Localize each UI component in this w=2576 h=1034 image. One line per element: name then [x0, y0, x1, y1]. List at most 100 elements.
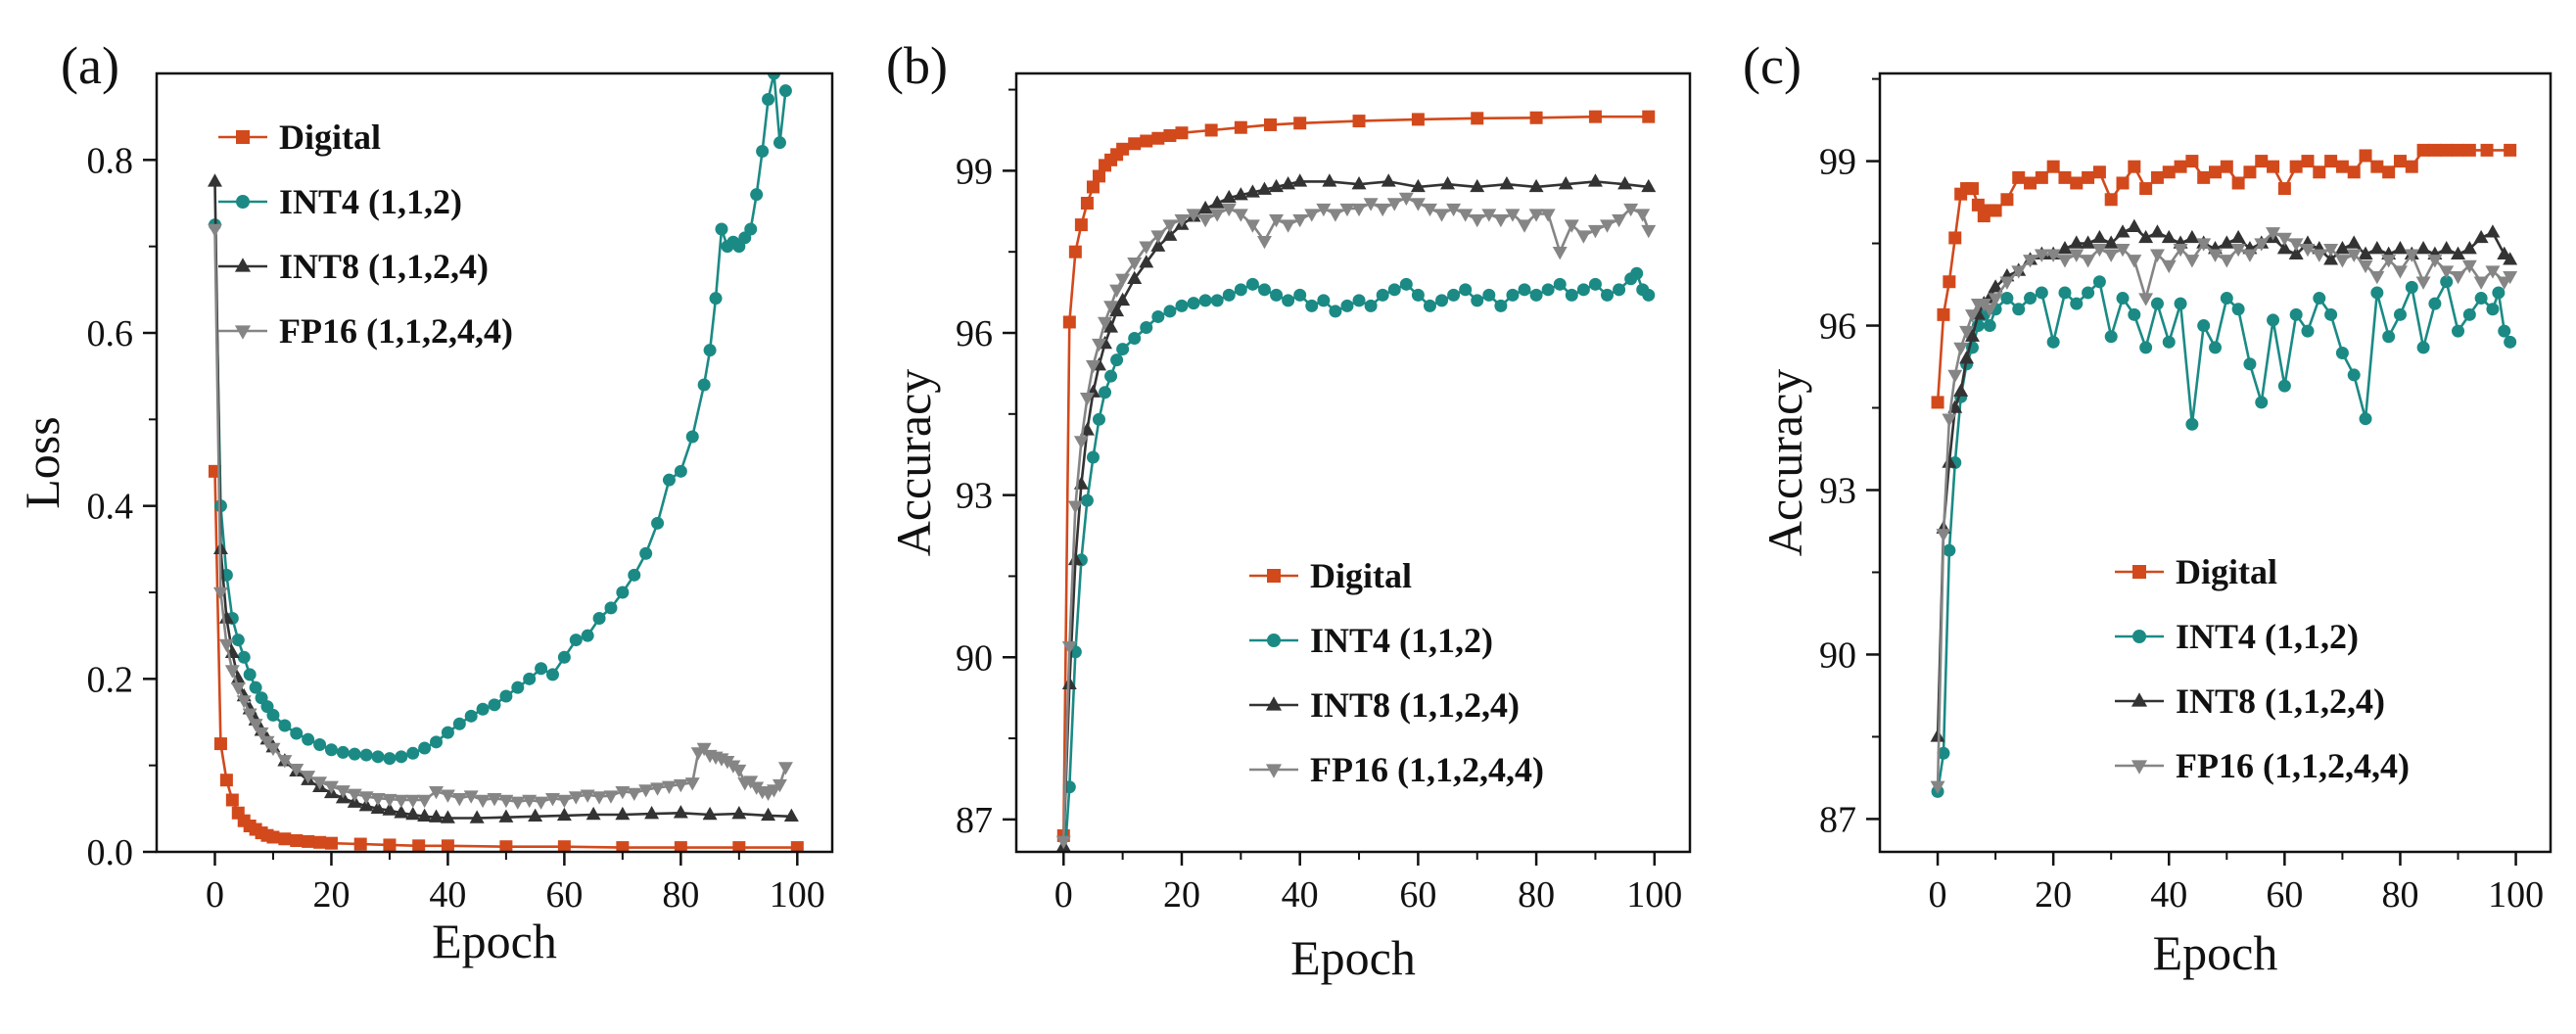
chart-2-point-int4-1-1-2-30 — [2220, 292, 2233, 306]
chart-2-point-fp16-1-1-2-4-4-34 — [2266, 227, 2281, 241]
chart-0-point-int8-1-1-2-4-22 — [405, 806, 421, 821]
chart-1-series-int4-1-1-2 — [1062, 266, 1656, 852]
chart-2-point-digital-29 — [2209, 165, 2222, 179]
chart-1-point-fp16-1-1-2-4-4-14 — [1162, 219, 1178, 233]
chart-0-point-fp16-1-1-2-4-4-48 — [696, 742, 712, 757]
chart-2-point-digital-39 — [2324, 155, 2338, 168]
chart-2-point-digital-11 — [2000, 193, 2014, 207]
chart-0-point-int8-1-1-2-4-20 — [382, 802, 398, 816]
chart-0-point-digital-13 — [302, 834, 315, 848]
chart-2-point-int8-1-1-2-4-40 — [2334, 241, 2350, 255]
chart-0-point-int8-1-1-2-4-25 — [440, 810, 455, 823]
chart-2-series-int4-1-1-2 — [1931, 275, 2517, 798]
chart-1-legend-label-int8-1-1-2-4: INT8 (1,1,2,4) — [1310, 685, 1520, 725]
chart-0-point-int4-1-1-2-34 — [545, 668, 559, 682]
chart-2-point-fp16-1-1-2-4-4-2 — [1942, 413, 1957, 427]
chart-2-legend: Digital INT4 (1,1,2) INT8 (1,1,2,4) FP16 (1… — [2115, 552, 2410, 785]
chart-2-point-digital-34 — [2267, 160, 2280, 173]
chart-1-point-int8-1-1-2-4-31 — [1470, 178, 1485, 193]
chart-1-point-digital-18 — [1264, 118, 1278, 131]
chart-1-point-fp16-1-1-2-4-4-37 — [1434, 209, 1450, 222]
chart-2-point-int8-1-1-2-4-30 — [2219, 235, 2234, 249]
chart-2-point-fp16-1-1-2-4-4-10 — [1988, 293, 2003, 306]
chart-2-point-digital-7 — [1971, 198, 1985, 212]
chart-0-point-fp16-1-1-2-4-4-36 — [568, 791, 584, 805]
chart-1-point-digital-2 — [1068, 245, 1082, 258]
chart-1-x-tick-label-2: 40 — [1282, 874, 1319, 916]
chart-0-panel-label: (a) — [61, 36, 119, 95]
chart-2-point-fp16-1-1-2-4-4-38 — [2312, 249, 2327, 262]
chart-2-point-int4-1-1-2-34 — [2267, 313, 2280, 327]
chart-2-point-digital-47 — [2416, 143, 2430, 157]
chart-1-point-digital-24 — [1588, 110, 1602, 123]
chart-0-x-tick-label-5: 100 — [770, 874, 825, 916]
chart-1-point-int8-1-1-2-4-8 — [1103, 319, 1119, 333]
chart-0-legend-marker-int4-1-1-2 — [236, 195, 250, 209]
chart-2-point-digital-1 — [1937, 307, 1950, 321]
chart-1-point-digital-3 — [1074, 218, 1088, 232]
chart-2-point-fp16-1-1-2-4-4-30 — [2219, 255, 2234, 268]
chart-1-point-int4-1-1-2-13 — [1151, 309, 1165, 323]
chart-2-point-int4-1-1-2-55 — [2498, 324, 2511, 338]
chart-2-point-fp16-1-1-2-4-4-40 — [2334, 255, 2350, 268]
chart-2-point-digital-41 — [2347, 165, 2361, 179]
chart-1-point-fp16-1-1-2-4-4-2 — [1067, 500, 1083, 514]
chart-2-point-int4-1-1-2-12 — [2012, 303, 2026, 316]
chart-1-point-digital-14 — [1163, 128, 1177, 142]
chart-1-point-fp16-1-1-2-4-4-0 — [1055, 835, 1071, 850]
chart-2-legend-marker-digital — [2132, 565, 2146, 579]
chart-1-point-digital-21 — [1411, 113, 1425, 126]
chart-1-point-int8-1-1-2-4-32 — [1499, 176, 1515, 190]
chart-2-point-int4-1-1-2-52 — [2474, 292, 2488, 306]
chart-2-y-tick-label-3: 96 — [1819, 306, 1856, 348]
chart-1-point-int4-1-1-2-42 — [1494, 299, 1508, 312]
chart-2-point-int4-1-1-2-54 — [2492, 286, 2506, 300]
chart-2-y-tick-label-1: 90 — [1819, 634, 1856, 676]
chart-0-point-int4-1-1-2-20 — [383, 752, 397, 766]
chart-2-point-digital-51 — [2462, 143, 2476, 157]
chart-1-x-tick-label-5: 100 — [1626, 874, 1682, 916]
chart-2-point-fp16-1-1-2-4-4-3 — [1947, 369, 1963, 384]
chart-2-point-int4-1-1-2-14 — [2035, 286, 2048, 300]
chart-2-point-fp16-1-1-2-4-4-27 — [2184, 255, 2200, 268]
chart-1-line-fp16-1-1-2-4-4 — [1062, 196, 1651, 842]
chart-2-point-int4-1-1-2-44 — [2382, 330, 2396, 344]
chart-1-point-int4-1-1-2-4 — [1080, 494, 1094, 507]
chart-1-point-fp16-1-1-2-4-4-15 — [1174, 213, 1190, 228]
chart-2-point-digital-28 — [2197, 170, 2211, 184]
chart-0-point-fp16-1-1-2-4-4-16 — [335, 785, 351, 799]
chart-2-panel-label: (c) — [1743, 36, 1802, 95]
chart-1-point-int8-1-1-2-4-34 — [1558, 176, 1573, 190]
chart-2-point-digital-52 — [2480, 143, 2494, 157]
chart-1-point-fp16-1-1-2-4-4-29 — [1339, 203, 1355, 217]
chart-0-point-int8-1-1-2-4-37 — [783, 808, 799, 822]
chart-0-x-tick-label-3: 60 — [545, 874, 583, 916]
chart-0-point-fp16-1-1-2-4-4-33 — [534, 796, 549, 810]
chart-0-point-fp16-1-1-2-4-4-14 — [312, 776, 328, 790]
chart-1-point-int4-1-1-2-26 — [1305, 299, 1319, 312]
chart-1-point-int4-1-1-2-32 — [1376, 288, 1389, 302]
chart-1-point-fp16-1-1-2-4-4-50 — [1587, 224, 1603, 239]
chart-1-point-int4-1-1-2-37 — [1435, 294, 1449, 307]
chart-2-point-int8-1-1-2-4-49 — [2439, 241, 2455, 255]
chart-1-point-int4-1-1-2-36 — [1423, 299, 1436, 312]
chart-2-point-int4-1-1-2-50 — [2452, 324, 2465, 338]
chart-1-point-fp16-1-1-2-4-4-12 — [1139, 241, 1154, 255]
chart-1-point-int8-1-1-2-4-33 — [1528, 178, 1544, 193]
chart-0-x-axis-title: Epoch — [432, 914, 557, 968]
chart-2-point-digital-40 — [2335, 160, 2349, 173]
chart-1-x-tick-label-3: 60 — [1399, 874, 1436, 916]
chart-0-point-int4-1-1-2-24 — [430, 735, 444, 749]
chart-1-point-int8-1-1-2-4-30 — [1440, 176, 1456, 190]
chart-0-point-int4-1-1-2-31 — [511, 681, 525, 694]
chart-1-point-int8-1-1-2-4-17 — [1197, 200, 1213, 214]
chart-0-point-fp16-1-1-2-4-4-11 — [277, 755, 293, 769]
chart-0-point-digital-24 — [732, 841, 746, 852]
chart-1-point-int8-1-1-2-4-37 — [1641, 178, 1657, 193]
chart-1-point-int8-1-1-2-4-20 — [1233, 187, 1248, 201]
chart-2-point-digital-2 — [1943, 275, 1956, 289]
chart-2-point-digital-3 — [1948, 231, 1962, 245]
chart-2-y-tick-label-2: 93 — [1819, 470, 1856, 511]
chart-1-point-int4-1-1-2-6 — [1092, 412, 1105, 426]
chart-2-point-fp16-1-1-2-4-4-37 — [2300, 243, 2316, 258]
